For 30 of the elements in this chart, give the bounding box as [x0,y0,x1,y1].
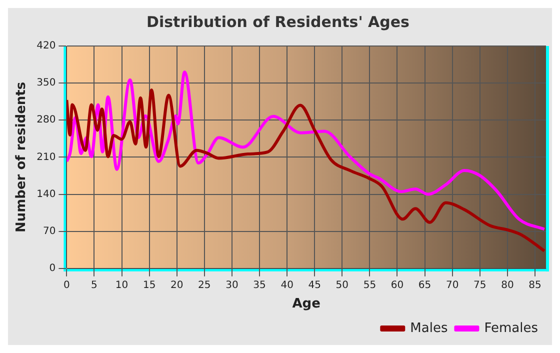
x-tick-label: 25 [198,280,211,291]
legend-label: Males [410,320,448,336]
y-tick-label: 420 [36,40,56,52]
y-tick-label: 350 [36,78,56,89]
x-tick-label: 5 [91,280,98,291]
x-tick-label: 70 [446,280,459,291]
x-tick-label: 10 [115,280,128,291]
x-tick-label: 50 [336,280,349,291]
y-tick-label: 0 [49,262,56,274]
x-tick-label: 85 [528,280,542,291]
x-tick-label: 75 [474,280,486,291]
x-tick-label: 65 [418,280,432,291]
x-tick-label: 60 [390,280,404,291]
x-tick-label: 45 [308,280,321,291]
x-axis-title: Age [292,296,321,312]
y-tick-label: 280 [36,114,56,126]
x-tick-label: 40 [280,280,294,291]
y-axis-title: Number of residents [14,82,30,233]
chart-title: Distribution of Residents' Ages [146,12,410,31]
x-tick-label: 35 [253,280,266,291]
x-tick-label: 15 [142,280,156,291]
x-tick-label: 80 [501,280,514,291]
legend-label: Females [484,320,538,336]
x-tick-label: 0 [64,280,70,291]
x-tick-label: 20 [170,280,184,291]
x-tick-label: 30 [226,280,238,291]
y-tick-label: 70 [42,226,56,237]
x-tick-label: 55 [363,280,376,291]
y-tick-label: 210 [36,152,56,163]
y-tick-label: 140 [36,188,56,200]
